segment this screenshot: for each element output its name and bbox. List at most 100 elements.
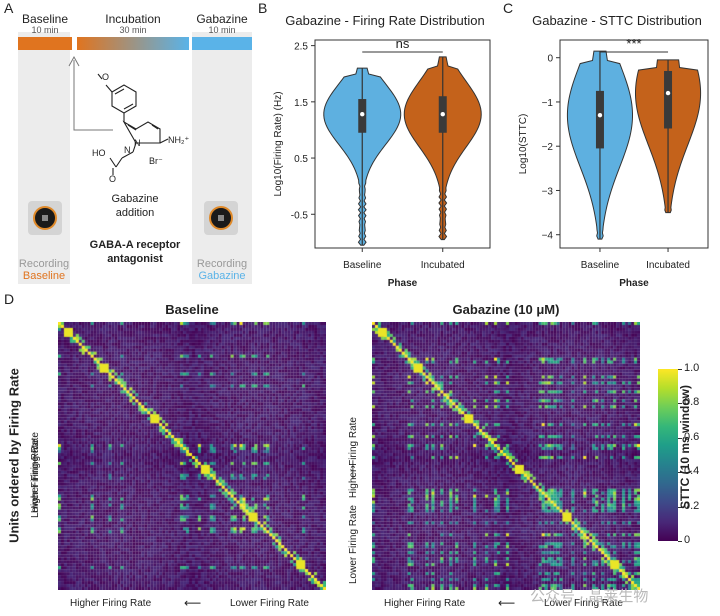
colorbar-tick-label: 0: [684, 534, 691, 546]
x-tick-label: Incubated: [646, 260, 690, 271]
antagonist-line1: GABA-A receptor: [89, 239, 181, 251]
colorbar-gradient: [658, 369, 678, 541]
arrow-line: [73, 127, 113, 131]
molecule-n2: N: [124, 145, 131, 155]
y-tick-label: −4: [542, 231, 554, 242]
baseline-bar: [18, 37, 72, 50]
addition-line2: addition: [115, 207, 155, 219]
molecule-structure: [97, 73, 169, 175]
gabazine-box: [192, 32, 252, 284]
heatmap-gabazine: [372, 322, 640, 590]
methoxy-o: O: [102, 72, 109, 82]
colorbar-tick: [678, 403, 682, 405]
incubation-duration: 30 min: [119, 25, 147, 35]
gabazine-ylabel-low: Lower Firing Rate: [348, 505, 359, 584]
mea-chip-gabazine-icon: [204, 201, 238, 235]
y-tick-label: −2: [542, 142, 554, 153]
recording-phase-left: Baseline: [22, 270, 66, 282]
baseline-ylabel-high: Higher Firing Rate: [30, 432, 41, 514]
violin-c-title: Gabazine - STTC Distribution: [532, 13, 702, 28]
antagonist-line2: antagonist: [107, 253, 163, 265]
x-tick-label: Baseline: [581, 260, 620, 271]
x-axis-label: Phase: [619, 278, 649, 289]
baseline-box: [18, 32, 70, 284]
y-tick-label: 1.5: [294, 98, 308, 109]
molecule-ho: HO: [92, 148, 106, 158]
x-tick-label: Incubated: [421, 260, 465, 271]
heatmap-gabazine-yaxis: Lower Firing Rate ⟶ Higher Firing Rate: [348, 417, 359, 584]
panel-a: Baseline 10 min Incubation 30 min Gabazi…: [18, 12, 252, 284]
panel-label-c: C: [503, 0, 514, 16]
molecule-o: O: [109, 174, 116, 184]
violin-chart-firing-rate: -0.5 0.5 1.5 2.5 Log10(Firing Rate) (Hz) Base…: [273, 36, 491, 289]
addition-line1: Gabazine: [111, 193, 159, 205]
y-tick-label: −1: [542, 98, 554, 109]
recording-baseline: Recording Baseline: [14, 258, 74, 282]
heatmap-baseline-title: Baseline: [165, 302, 219, 317]
colorbar-tick-label: 1.0: [684, 362, 700, 374]
gabazine-addition-text: Gabazine addition: [78, 192, 192, 220]
mea-chip-baseline-icon: [28, 201, 62, 235]
colorbar-tick-label: 0.6: [684, 430, 700, 443]
median-marker: [360, 112, 365, 117]
heatmap-baseline-yaxis: Lower Firing Rate ⟶ Higher Firing Rate: [30, 432, 41, 518]
baseline-xlabel-arrow-icon: ⟵: [184, 596, 202, 610]
gabazine-xlabel-arrow-icon: ⟵: [498, 596, 516, 610]
heatmap-gabazine-title: Gabazine (10 μM): [452, 302, 560, 317]
incubation-bar: [77, 37, 189, 50]
incubation-header: Incubation: [105, 12, 161, 26]
panel-label-d: D: [4, 291, 15, 307]
gabazine-xlabel-low: Lower Firing Rate: [544, 598, 623, 609]
heatmap-gabazine-xaxis: Higher Firing Rate ⟵ Lower Firing Rate: [372, 596, 640, 614]
panel-label-a: A: [4, 0, 14, 16]
y-tick-label: −3: [542, 186, 554, 197]
plot-frame: [559, 39, 709, 249]
molecule-n1: N: [134, 138, 141, 148]
median-marker: [665, 90, 671, 96]
baseline-header: Baseline: [21, 12, 69, 26]
heatmap-baseline: [58, 322, 326, 590]
colorbar-tick-label: 0.8: [684, 396, 700, 409]
arrow-head-icon: [68, 55, 80, 67]
recording-gabazine: Recording Gabazine: [192, 258, 252, 282]
colorbar-tick: [678, 369, 682, 370]
baseline-duration: 10 min: [31, 25, 59, 35]
gabazine-duration: 10 min: [208, 25, 236, 35]
baseline-xlabel-low: Lower Firing Rate: [230, 598, 309, 609]
y-tick-label: 2.5: [294, 42, 308, 53]
baseline-xlabel-high: Higher Firing Rate: [70, 598, 152, 609]
colorbar-tick-label: 0.4: [684, 465, 700, 478]
violin-b-title: Gabazine - Firing Rate Distribution: [285, 13, 485, 28]
molecule-nh2: NH₂⁺: [168, 135, 189, 145]
antagonist-text: GABA-A receptor antagonist: [74, 238, 196, 266]
gabazine-xlabel-high: Higher Firing Rate: [384, 598, 466, 609]
recording-phase-right: Gabazine: [198, 270, 246, 282]
gabazine-header: Gabazine: [196, 12, 248, 26]
significance-label: ***: [626, 36, 641, 51]
colorbar-tick: [678, 506, 682, 508]
colorbar-tick: [678, 541, 682, 542]
significance-label: ns: [396, 36, 410, 51]
baseline-ylabel-low: Lower Firing Rate: [30, 439, 41, 518]
y-axis-label: Log10(Firing Rate) (Hz): [273, 91, 284, 196]
colorbar-tick: [678, 472, 682, 474]
violin-chart-sttc: −4 −3 −2 −1 0 Log10(STTC) Baseline Incubated Pha…: [518, 36, 709, 289]
gabazine-ylabel-arrow-icon: ⟶: [348, 465, 359, 479]
heatmap-baseline-xaxis: Higher Firing Rate ⟵ Lower Firing Rate: [58, 596, 326, 614]
d-ylabel: Units ordered by Firing Rate: [6, 368, 22, 543]
y-tick-label: -0.5: [291, 210, 309, 221]
colorbar-ticks: 0 0.2 0.4 0.6 0.8 1.0: [678, 362, 718, 546]
x-axis-label: Phase: [388, 278, 418, 289]
colorbar-label: STTC (10 ms window): [678, 385, 692, 510]
plot-frame: [314, 39, 491, 249]
median-marker: [440, 112, 445, 117]
median-marker: [597, 113, 603, 118]
panel-label-b: B: [258, 0, 268, 16]
y-axis-label: Log10(STTC): [518, 114, 529, 175]
baseline-ylabel-arrow-icon: ⟶: [30, 450, 41, 464]
iqr-box: [664, 70, 673, 129]
gabazine-bar: [192, 37, 252, 50]
colorbar-tick-label: 0.2: [684, 499, 700, 512]
molecule-br: Br⁻: [149, 156, 163, 166]
colorbar-tick: [678, 437, 682, 439]
